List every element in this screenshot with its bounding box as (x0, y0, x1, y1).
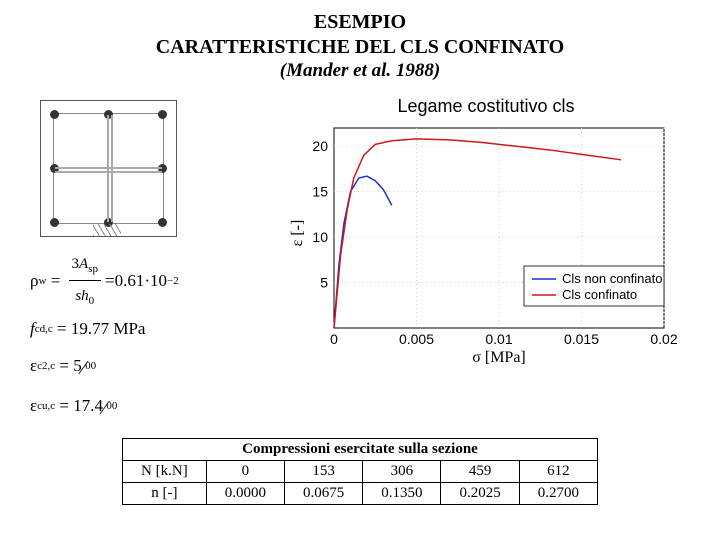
svg-text:0.005: 0.005 (399, 331, 434, 347)
table-header: Compressioni esercitate sulla sezione (123, 439, 598, 461)
eq-eps-c2c: εc2,c = 5⁄00 (30, 346, 280, 386)
chart-svg: 0 0.005 0.01 0.015 0.02 5 10 15 20 σ [MPa] ε [-] Cl… (286, 118, 686, 366)
compression-table: Compressioni esercitate sulla sezione N … (122, 438, 598, 505)
svg-text:20: 20 (312, 138, 328, 154)
svg-text:σ [MPa]: σ [MPa] (472, 349, 526, 366)
title-line-2: CARATTERISTICHE DEL CLS CONFINATO (30, 35, 690, 60)
svg-text:ε [-]: ε [-] (289, 220, 306, 247)
left-column: ρw = 3Aspsh0 = 0.61·10−2 fcd,c = 19.77 M… (30, 96, 280, 426)
chart-title: Legame costitutivo cls (286, 96, 686, 117)
svg-text:0: 0 (330, 331, 338, 347)
title-line-1: ESEMPIO (30, 10, 690, 35)
svg-text:10: 10 (312, 229, 328, 245)
table-row: n [-] 0.0000 0.0675 0.1350 0.2025 0.2700 (123, 483, 598, 505)
chart-column: Legame costitutivo cls 0 0.005 0.01 0.015 0.… (286, 96, 690, 366)
constitutive-chart: Legame costitutivo cls 0 0.005 0.01 0.015 0.… (286, 96, 686, 366)
eq-fcdc: fcd,c = 19.77 MPa (30, 312, 280, 346)
svg-text:Cls non confinato: Cls non confinato (562, 271, 662, 286)
equations-block: ρw = 3Aspsh0 = 0.61·10−2 fcd,c = 19.77 M… (30, 249, 280, 426)
svg-text:5: 5 (320, 275, 328, 291)
eq-eps-cuc: εcu,c = 17.4⁄00 (30, 386, 280, 426)
row-label: n [-] (123, 483, 207, 505)
title-line-3: (Mander et al. 1988) (30, 60, 690, 82)
cross-section-diagram (40, 100, 177, 237)
eq-rho-w: ρw = 3Aspsh0 = 0.61·10−2 (30, 249, 280, 312)
svg-text:0.01: 0.01 (485, 331, 512, 347)
content-row: ρw = 3Aspsh0 = 0.61·10−2 fcd,c = 19.77 M… (30, 96, 690, 426)
svg-text:Cls confinato: Cls confinato (562, 287, 637, 302)
svg-text:0.02: 0.02 (650, 331, 677, 347)
table-row: N [k.N] 0 153 306 459 612 (123, 461, 598, 483)
title-block: ESEMPIO CARATTERISTICHE DEL CLS CONFINAT… (30, 10, 690, 82)
svg-text:0.015: 0.015 (564, 331, 599, 347)
svg-text:15: 15 (312, 184, 328, 200)
row-label: N [k.N] (123, 461, 207, 483)
